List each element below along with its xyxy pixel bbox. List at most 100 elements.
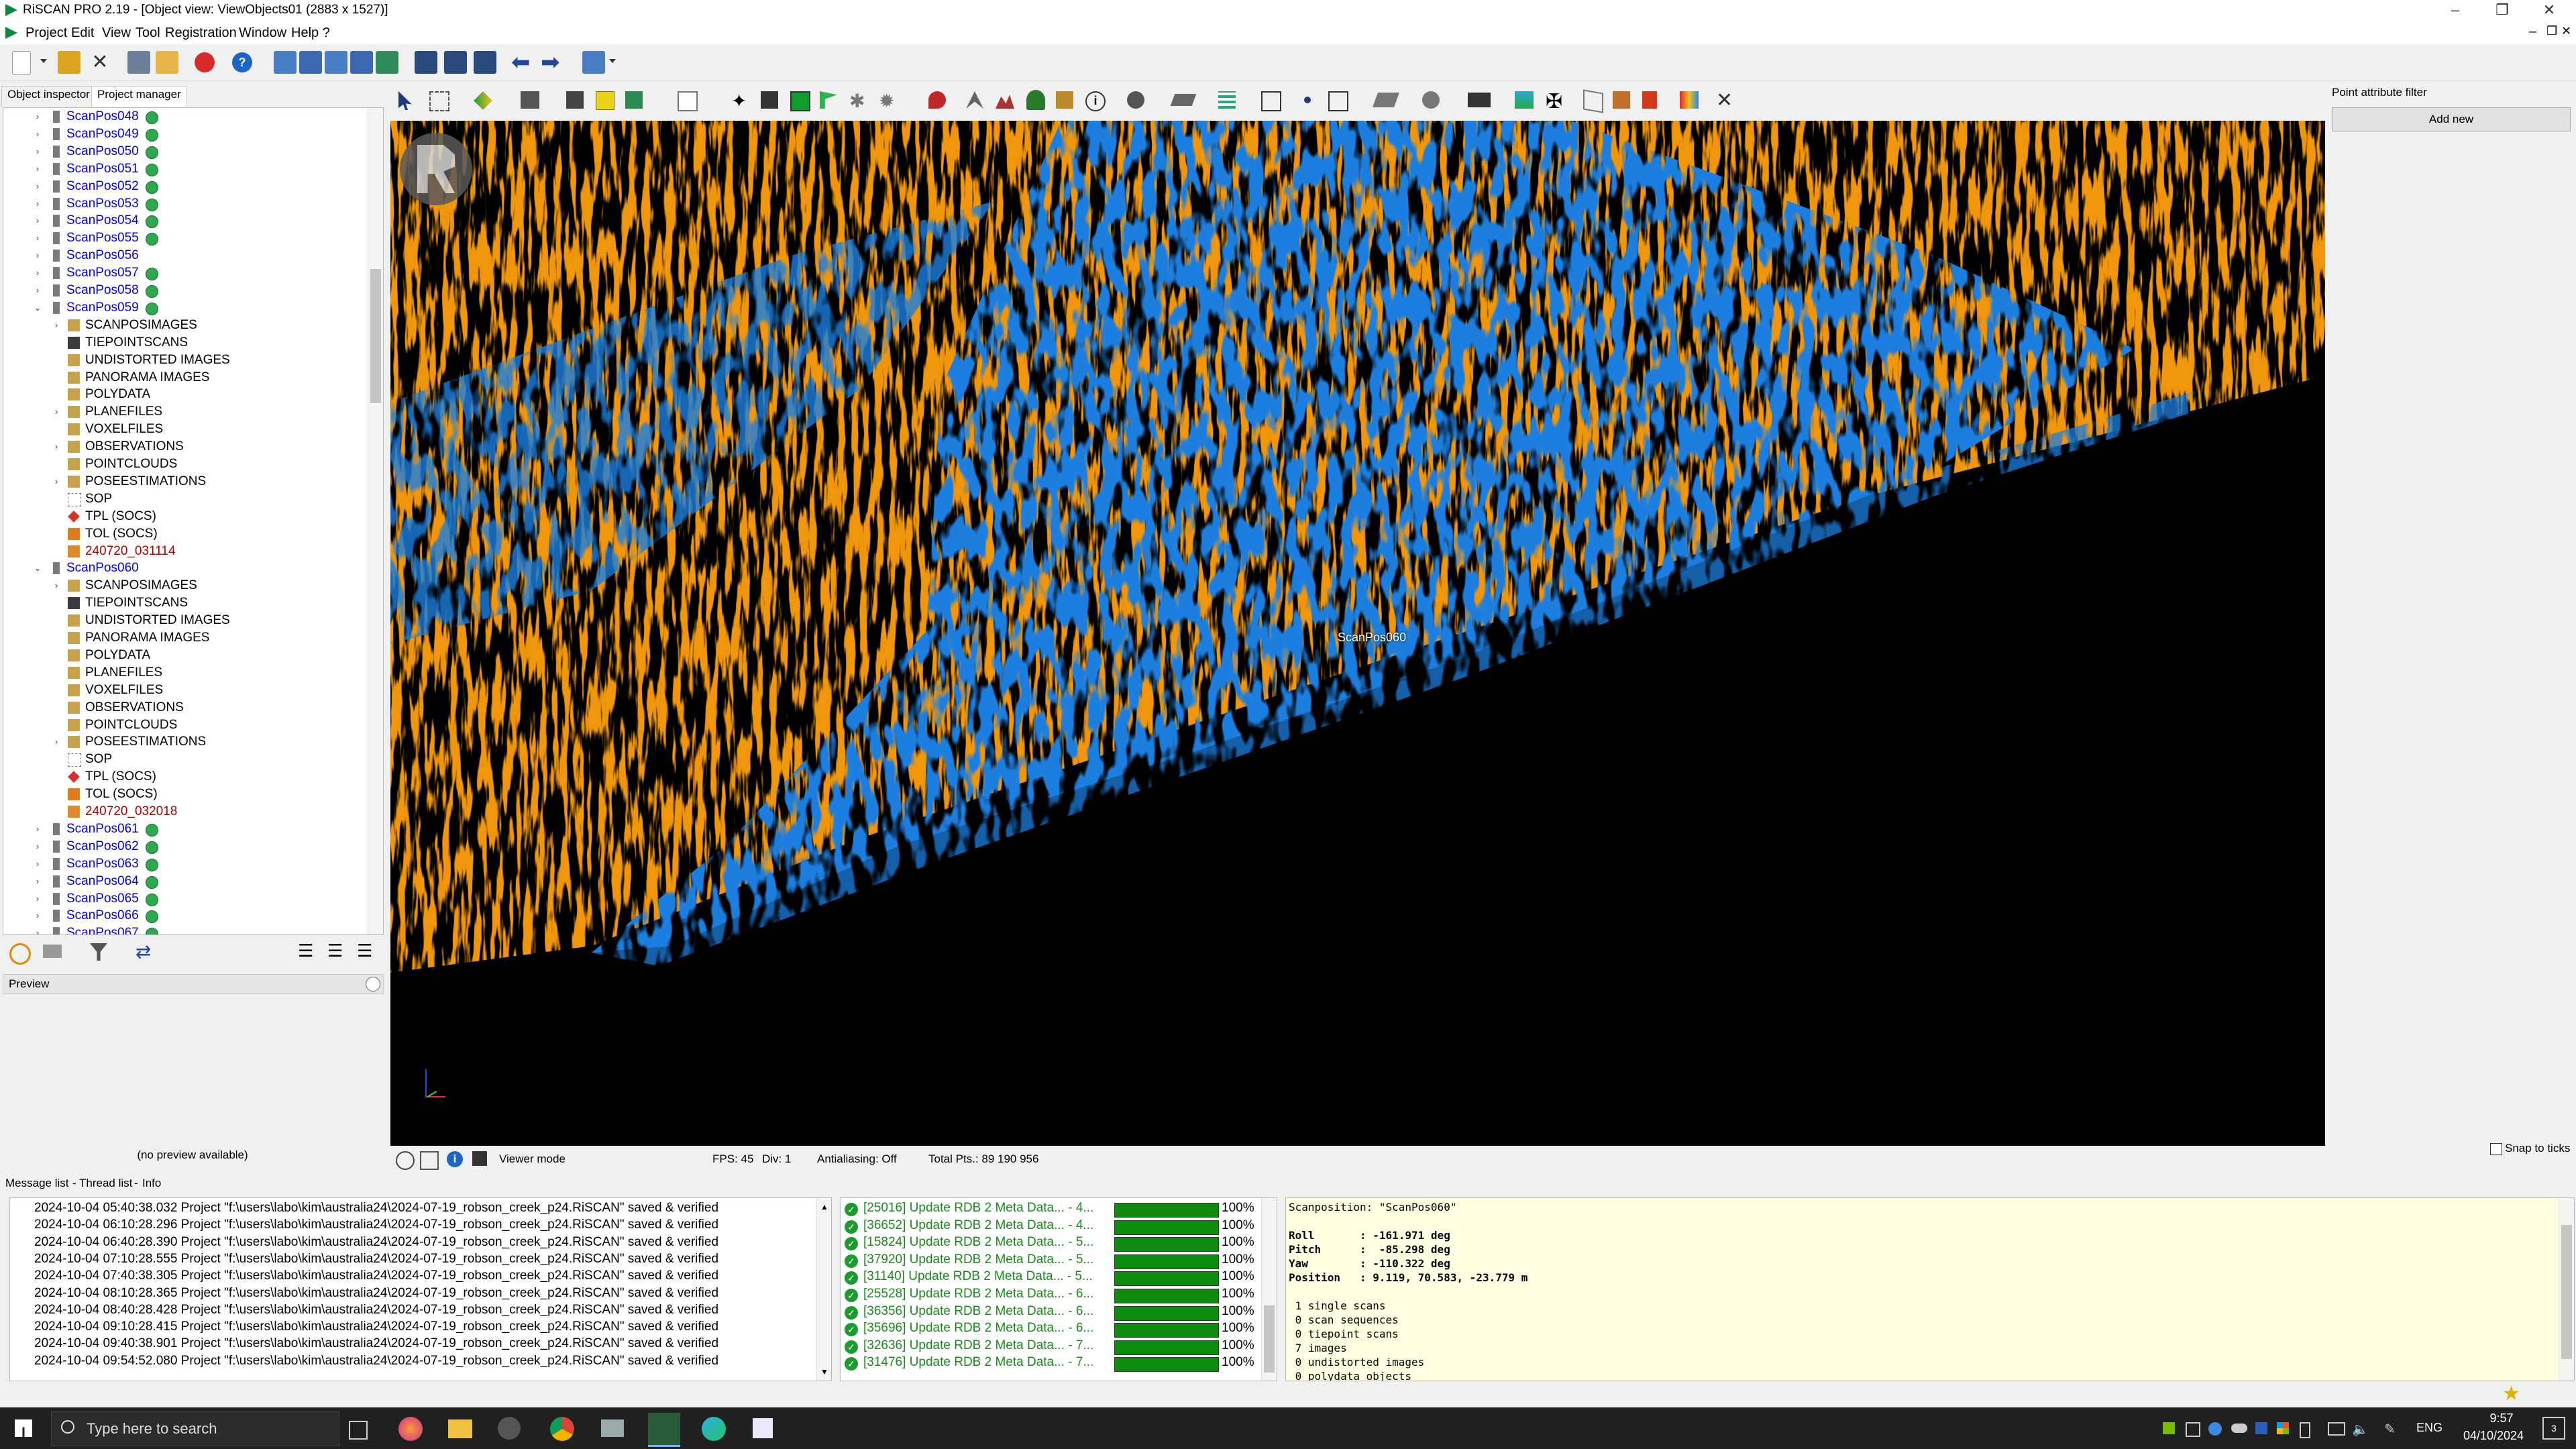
tray-volume-icon[interactable]: 🔈 — [2352, 1422, 2369, 1437]
tree-item-sop[interactable]: SOP — [3, 490, 366, 508]
virus-icon[interactable]: ✹ — [879, 91, 895, 111]
tree-item-sop[interactable]: SOP — [3, 751, 366, 768]
tree-item-tol[interactable]: TOL (SOCS) — [3, 525, 366, 543]
menu-window[interactable]: Window — [239, 25, 287, 40]
expand-icon[interactable]: › — [36, 928, 40, 935]
target-icon[interactable]: ✠ — [1546, 91, 1563, 113]
tree-scrollbar-thumb[interactable] — [370, 269, 381, 403]
photo-icon[interactable] — [1613, 91, 1630, 109]
grid-icon[interactable] — [1218, 91, 1236, 109]
expand-icon[interactable]: › — [36, 215, 40, 226]
grid-select-icon[interactable] — [761, 91, 778, 109]
project-tree[interactable]: › ScanPos048 › ScanPos049 › ScanPos050 › ScanPo… — [3, 107, 384, 935]
thread-row[interactable]: ✓ [35696] Update RDB 2 Meta Data... - 6..… — [845, 1321, 1260, 1338]
ball-icon[interactable] — [1422, 91, 1440, 109]
viewer-save-icon[interactable] — [472, 1151, 487, 1166]
taskbar-search[interactable]: Type here to search — [51, 1411, 339, 1446]
firefox-icon[interactable] — [398, 1417, 423, 1441]
expand-icon[interactable]: › — [54, 476, 58, 486]
expand-icon[interactable]: › — [54, 441, 58, 452]
transfer-dropdown-icon[interactable] — [609, 59, 616, 63]
menu-project[interactable]: Project — [25, 25, 68, 40]
message-row[interactable]: 2024-10-04 08:10:28.365 Project "f:\user… — [34, 1285, 719, 1300]
thread-row[interactable]: ✓ [37920] Update RDB 2 Meta Data... - 5..… — [845, 1252, 1260, 1270]
red-icon[interactable] — [1642, 91, 1657, 109]
expand-icon[interactable]: › — [36, 910, 40, 921]
tree-item-folder[interactable]: › PLANEFILES — [3, 403, 366, 421]
message-row[interactable]: 2024-10-04 07:40:38.305 Project "f:\user… — [34, 1269, 719, 1283]
green-select-icon[interactable] — [790, 91, 810, 111]
select-box-icon[interactable] — [429, 91, 449, 111]
edge-icon[interactable] — [702, 1417, 726, 1441]
point-cloud-viewer[interactable]: ScanPos060 — [390, 121, 2325, 1146]
message-scrollbar[interactable]: ▲ ▼ — [816, 1198, 831, 1381]
tree-item-scanpos[interactable]: › ScanPos063 — [3, 855, 366, 873]
tree-item-tol[interactable]: TOL (SOCS) — [3, 786, 366, 803]
message-row[interactable]: 2024-10-04 06:40:28.390 Project "f:\user… — [34, 1234, 719, 1249]
app-owl-icon[interactable] — [498, 1417, 521, 1440]
sphere-icon[interactable] — [1127, 91, 1144, 109]
thread-row[interactable]: ✓ [36652] Update RDB 2 Meta Data... - 4..… — [845, 1218, 1260, 1236]
scan-register-icon[interactable] — [350, 51, 373, 74]
polygon-icon[interactable] — [1583, 89, 1603, 113]
tree-scrollbar[interactable] — [368, 108, 383, 934]
notifications-icon[interactable]: 3 — [2542, 1417, 2565, 1440]
expand-icon[interactable]: › — [36, 146, 40, 156]
tree-item-scanpos[interactable]: › ScanPos054 — [3, 212, 366, 229]
thread-row[interactable]: ✓ [36356] Update RDB 2 Meta Data... - 6..… — [845, 1304, 1260, 1322]
info-scrollbar[interactable] — [2559, 1198, 2574, 1381]
expand-icon[interactable]: › — [36, 285, 40, 295]
expand-icon[interactable]: › — [36, 893, 40, 904]
viewer-info-icon[interactable]: i — [447, 1151, 463, 1167]
expand-icon[interactable]: › — [36, 841, 40, 851]
tree-item-scanpos[interactable]: › ScanPos066 — [3, 907, 366, 924]
clock-date[interactable]: 04/10/2024 — [2463, 1429, 2524, 1442]
chart-tool-icon[interactable] — [1328, 91, 1348, 111]
tree-item-folder[interactable]: UNDISTORTED IMAGES — [3, 352, 366, 369]
plane-icon[interactable] — [1170, 94, 1197, 106]
scan-sync-icon[interactable] — [325, 51, 347, 74]
favorite-star-icon[interactable]: ★ — [2502, 1383, 2520, 1405]
minimize-button[interactable]: – — [2451, 1, 2460, 18]
forward-arrow-icon[interactable]: ➡ — [541, 50, 560, 75]
expand-icon[interactable]: › — [36, 128, 40, 139]
windows-start-icon[interactable] — [15, 1419, 32, 1437]
stop-icon[interactable] — [195, 52, 215, 72]
point-icon[interactable] — [1304, 97, 1311, 103]
tree-item-folder[interactable]: POLYDATA — [3, 386, 366, 403]
info-scrollbar-thumb[interactable] — [2561, 1225, 2572, 1359]
scan-position-label[interactable]: ScanPos060 — [1338, 631, 1407, 644]
tab-message-list[interactable]: Message list — [5, 1177, 69, 1189]
tree-item-scanpos[interactable]: › ScanPos052 — [3, 178, 366, 195]
message-row[interactable]: 2024-10-04 09:40:38.901 Project "f:\user… — [34, 1336, 719, 1351]
menu-registration[interactable]: Registration — [165, 25, 237, 40]
thread-row[interactable]: ✓ [31140] Update RDB 2 Meta Data... - 5..… — [845, 1269, 1260, 1287]
cursor-box-icon[interactable] — [1261, 91, 1281, 111]
mdi-close-button[interactable]: ✕ — [2561, 24, 2572, 38]
layout-single-icon[interactable] — [415, 51, 437, 74]
tab-object-inspector[interactable]: Object inspector — [1, 86, 96, 107]
layer-icon[interactable] — [43, 945, 62, 958]
tree-item-tpl[interactable]: TPL (SOCS) — [3, 768, 366, 786]
task-view-icon[interactable] — [349, 1421, 368, 1440]
layer-stack-icon[interactable] — [1372, 93, 1400, 107]
colorize-icon[interactable] — [474, 91, 492, 110]
expand-icon[interactable]: › — [54, 319, 58, 330]
tree-item-tiepoint[interactable]: TIEPOINTSCANS — [3, 334, 366, 352]
frame-icon[interactable] — [678, 91, 698, 111]
tray-nvidia-icon[interactable] — [2163, 1422, 2175, 1434]
clock-time[interactable]: 9:57 — [2489, 1411, 2514, 1425]
tree-item-folder[interactable]: PANORAMA IMAGES — [3, 369, 366, 386]
flag-icon[interactable] — [820, 91, 837, 109]
tab-thread-list[interactable]: Thread list — [79, 1177, 133, 1189]
star-tool-icon[interactable]: ✦ — [731, 91, 747, 111]
expand-icon[interactable]: › — [36, 233, 40, 244]
snap-to-ticks-checkbox[interactable] — [2490, 1143, 2502, 1155]
terrain-icon[interactable] — [996, 95, 1014, 109]
tripod-icon[interactable] — [966, 91, 983, 109]
scan-export-icon[interactable] — [299, 51, 322, 74]
cube-icon[interactable] — [566, 91, 584, 109]
chrome-icon[interactable] — [550, 1417, 574, 1441]
close-project-icon[interactable]: ✕ — [91, 51, 109, 73]
thread-row[interactable]: ✓ [15824] Update RDB 2 Meta Data... - 5..… — [845, 1235, 1260, 1252]
